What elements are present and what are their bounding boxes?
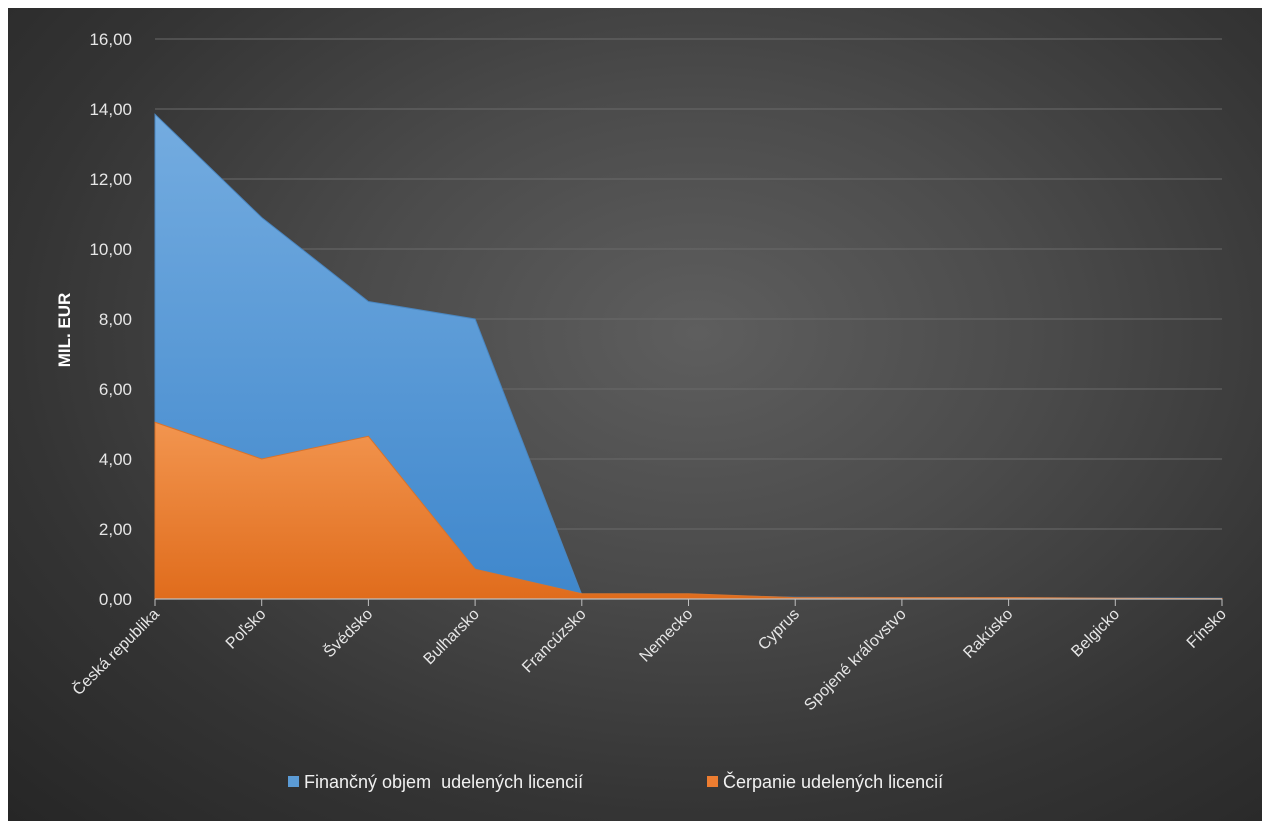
y-tick-label: 16,00 <box>89 30 132 49</box>
x-tick-label: Spojené kráľovstvo <box>801 606 909 714</box>
legend-label: Finančný objem udelených licencií <box>304 772 583 792</box>
y-tick-label: 10,00 <box>89 240 132 259</box>
legend-swatch <box>288 776 299 787</box>
x-tick-label: Cyprus <box>755 606 803 654</box>
y-tick-label: 8,00 <box>99 310 132 329</box>
x-tick-label: Nemecko <box>637 606 697 666</box>
y-tick-label: 6,00 <box>99 380 132 399</box>
legend: Finančný objem udelených licencií Čerpani… <box>288 771 943 792</box>
x-tick-label: Belgicko <box>1068 606 1123 661</box>
x-tick-label: Poľsko <box>223 606 270 653</box>
series-areas <box>154 113 1223 600</box>
x-tick-label: Rakúsko <box>960 606 1016 662</box>
area-chart: 0,00 2,00 4,00 6,00 8,00 10,00 12,00 14,00 16,00… <box>55 30 1230 792</box>
x-tick-label: Fínsko <box>1184 606 1230 652</box>
y-axis-title: MIL. EUR <box>55 293 74 368</box>
y-tick-label: 0,00 <box>99 590 132 609</box>
legend-swatch <box>707 776 718 787</box>
y-tick-label: 14,00 <box>89 100 132 119</box>
x-tick-label: Švédsko <box>319 604 376 661</box>
y-tick-label: 4,00 <box>99 450 132 469</box>
x-tick-label: Bulharsko <box>421 606 483 668</box>
series-area-2 <box>154 421 1223 600</box>
x-tick-label: Francúzsko <box>519 606 590 677</box>
y-tick-label: 2,00 <box>99 520 132 539</box>
legend-label: Čerpanie udelených licencií <box>723 771 943 792</box>
x-tick-label: Česká republika <box>68 604 163 699</box>
chart-frame: 0,00 2,00 4,00 6,00 8,00 10,00 12,00 14,00 16,00… <box>8 8 1262 821</box>
y-tick-label: 12,00 <box>89 170 132 189</box>
